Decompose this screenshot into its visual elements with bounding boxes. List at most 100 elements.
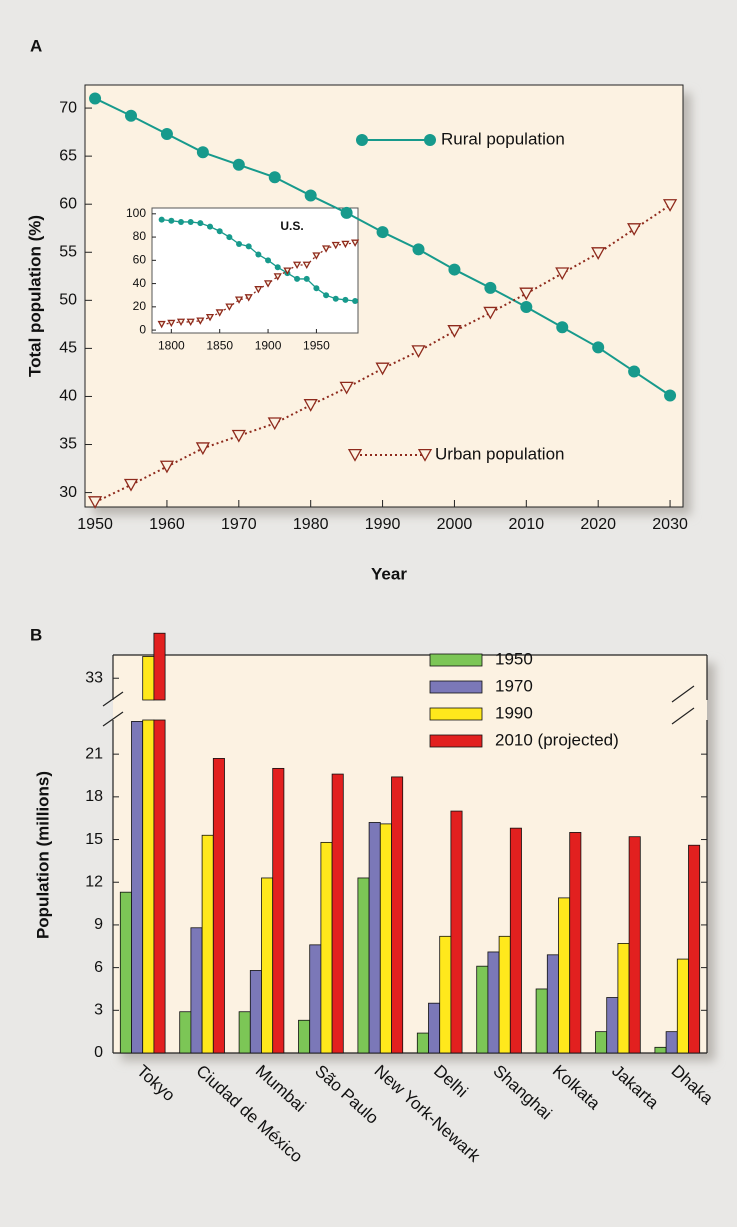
marker bbox=[627, 223, 642, 236]
bar bbox=[379, 823, 392, 1054]
axis-break bbox=[671, 685, 695, 703]
x-tick-label: 2010 bbox=[509, 516, 545, 533]
x-tick-label: 1800 bbox=[158, 338, 185, 352]
marker bbox=[323, 292, 330, 299]
marker bbox=[556, 321, 569, 334]
y-axis-label: Total population (%) bbox=[25, 215, 44, 377]
x-tick-label: 1850 bbox=[206, 338, 233, 352]
axis-break bbox=[102, 691, 124, 707]
bar bbox=[309, 944, 322, 1054]
bar bbox=[487, 951, 500, 1054]
marker bbox=[411, 345, 426, 359]
inset-area bbox=[151, 207, 359, 334]
marker bbox=[273, 273, 282, 281]
marker bbox=[245, 243, 252, 250]
marker bbox=[226, 234, 233, 241]
panel-label: B bbox=[30, 625, 42, 644]
marker bbox=[267, 417, 282, 431]
bar bbox=[558, 897, 571, 1054]
y-tick-label: 20 bbox=[133, 299, 147, 313]
panel-label: A bbox=[30, 36, 42, 55]
bar bbox=[119, 891, 132, 1054]
bar bbox=[391, 776, 404, 1054]
marker bbox=[196, 146, 209, 159]
marker bbox=[331, 241, 340, 250]
bar-upper bbox=[142, 656, 155, 701]
bar bbox=[357, 877, 370, 1054]
bar bbox=[665, 1031, 678, 1054]
axis-break bbox=[102, 711, 124, 727]
x-tick-label: 1950 bbox=[303, 338, 330, 352]
axis-break bbox=[671, 707, 695, 725]
marker bbox=[356, 134, 368, 146]
marker bbox=[255, 251, 262, 258]
marker bbox=[448, 263, 461, 276]
marker bbox=[268, 171, 281, 184]
marker bbox=[483, 306, 498, 320]
marker bbox=[376, 226, 389, 239]
marker bbox=[197, 220, 204, 227]
marker bbox=[186, 318, 195, 326]
marker bbox=[519, 287, 534, 301]
marker bbox=[159, 460, 175, 474]
bar bbox=[298, 1019, 311, 1054]
marker bbox=[244, 294, 253, 302]
bar bbox=[261, 877, 274, 1054]
legend-label: 1990 bbox=[495, 703, 533, 722]
bar bbox=[153, 719, 166, 1054]
bar bbox=[617, 943, 630, 1054]
marker bbox=[167, 319, 176, 328]
legend-label: 1970 bbox=[495, 676, 533, 695]
marker bbox=[232, 158, 245, 171]
marker bbox=[304, 189, 317, 202]
marker bbox=[412, 243, 425, 256]
legend-label: Rural population bbox=[441, 129, 565, 148]
marker bbox=[234, 296, 244, 304]
marker bbox=[231, 429, 246, 443]
y-axis-label: Population (millions) bbox=[33, 771, 52, 939]
y-tick-label: 0 bbox=[94, 1044, 103, 1061]
marker bbox=[294, 275, 301, 282]
y-tick-label: 3 bbox=[94, 1002, 103, 1019]
y-tick-label: 21 bbox=[85, 745, 103, 762]
marker bbox=[225, 303, 234, 311]
legend-label: Urban population bbox=[435, 444, 564, 463]
marker bbox=[352, 298, 359, 305]
bar bbox=[628, 836, 641, 1054]
marker bbox=[205, 313, 215, 322]
x-axis-label: Year bbox=[371, 564, 407, 583]
marker bbox=[417, 448, 433, 462]
bar bbox=[212, 758, 225, 1054]
y-tick-label: 18 bbox=[85, 788, 103, 805]
x-tick-label: 1990 bbox=[365, 516, 401, 533]
x-tick-label: 1970 bbox=[221, 516, 257, 533]
y-tick-label: 70 bbox=[59, 99, 77, 116]
bar bbox=[331, 773, 344, 1054]
legend-label: 2010 (projected) bbox=[495, 730, 619, 749]
bar bbox=[498, 935, 511, 1054]
bar bbox=[676, 958, 689, 1054]
marker bbox=[87, 496, 103, 509]
y-tick-label: 45 bbox=[59, 340, 77, 357]
marker bbox=[157, 320, 166, 329]
marker bbox=[195, 442, 210, 456]
y-tick-label: 60 bbox=[133, 252, 147, 266]
x-tick-label: 2020 bbox=[580, 516, 616, 533]
bar bbox=[606, 997, 619, 1054]
marker bbox=[312, 252, 321, 260]
bar bbox=[272, 767, 285, 1054]
bar bbox=[179, 1011, 192, 1054]
marker bbox=[125, 109, 137, 122]
marker bbox=[196, 317, 205, 325]
marker bbox=[591, 247, 606, 260]
bar bbox=[535, 988, 548, 1054]
marker bbox=[176, 318, 186, 326]
marker bbox=[339, 381, 354, 395]
bar bbox=[450, 810, 463, 1054]
bar bbox=[416, 1032, 429, 1054]
bar bbox=[238, 1011, 251, 1054]
inset-title: U.S. bbox=[280, 219, 303, 233]
marker bbox=[662, 199, 678, 212]
x-tick-label: 1950 bbox=[77, 516, 113, 533]
marker bbox=[340, 206, 353, 219]
